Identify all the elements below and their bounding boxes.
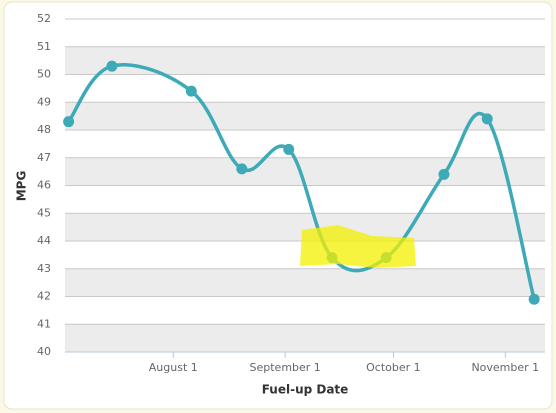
labels: 40 41 42 43 44 45 46 47 48 49 50 51 52 August 1 Septem…: [37, 12, 539, 374]
x-tick-label: August 1: [149, 361, 198, 374]
y-tick-label: 47: [37, 151, 51, 164]
x-tick-label: September 1: [250, 361, 321, 374]
y-tick-label: 49: [37, 95, 51, 108]
y-tick-label: 40: [37, 345, 51, 358]
y-tick-label: 41: [37, 317, 51, 330]
data-point: [236, 163, 248, 175]
y-tick-label: 46: [37, 179, 51, 192]
data-point: [63, 116, 75, 128]
data-point: [283, 143, 295, 155]
data-point: [438, 168, 450, 180]
y-axis-title: MPG: [15, 171, 29, 202]
y-tick-label: 44: [37, 234, 51, 247]
y-tick-label: 45: [37, 206, 51, 219]
y-tick-label: 50: [37, 68, 51, 81]
plot-band: [65, 268, 545, 297]
data-point: [481, 113, 493, 125]
grid: [65, 18, 545, 358]
plot-band: [65, 102, 545, 130]
y-tick-label: 51: [37, 40, 51, 53]
x-tick-label: November 1: [471, 361, 539, 374]
data-point: [106, 60, 118, 72]
y-tick-label: 42: [37, 290, 51, 303]
x-axis-title: Fuel-up Date: [262, 383, 349, 397]
x-tick-label: October 1: [366, 361, 421, 374]
y-tick-label: 52: [37, 12, 51, 25]
data-point: [185, 85, 197, 97]
y-tick-label: 43: [37, 262, 51, 275]
plot-band: [65, 324, 545, 352]
data-point: [528, 293, 540, 305]
y-tick-label: 48: [37, 123, 51, 136]
highlight: [300, 225, 416, 268]
plot-band: [65, 46, 545, 75]
